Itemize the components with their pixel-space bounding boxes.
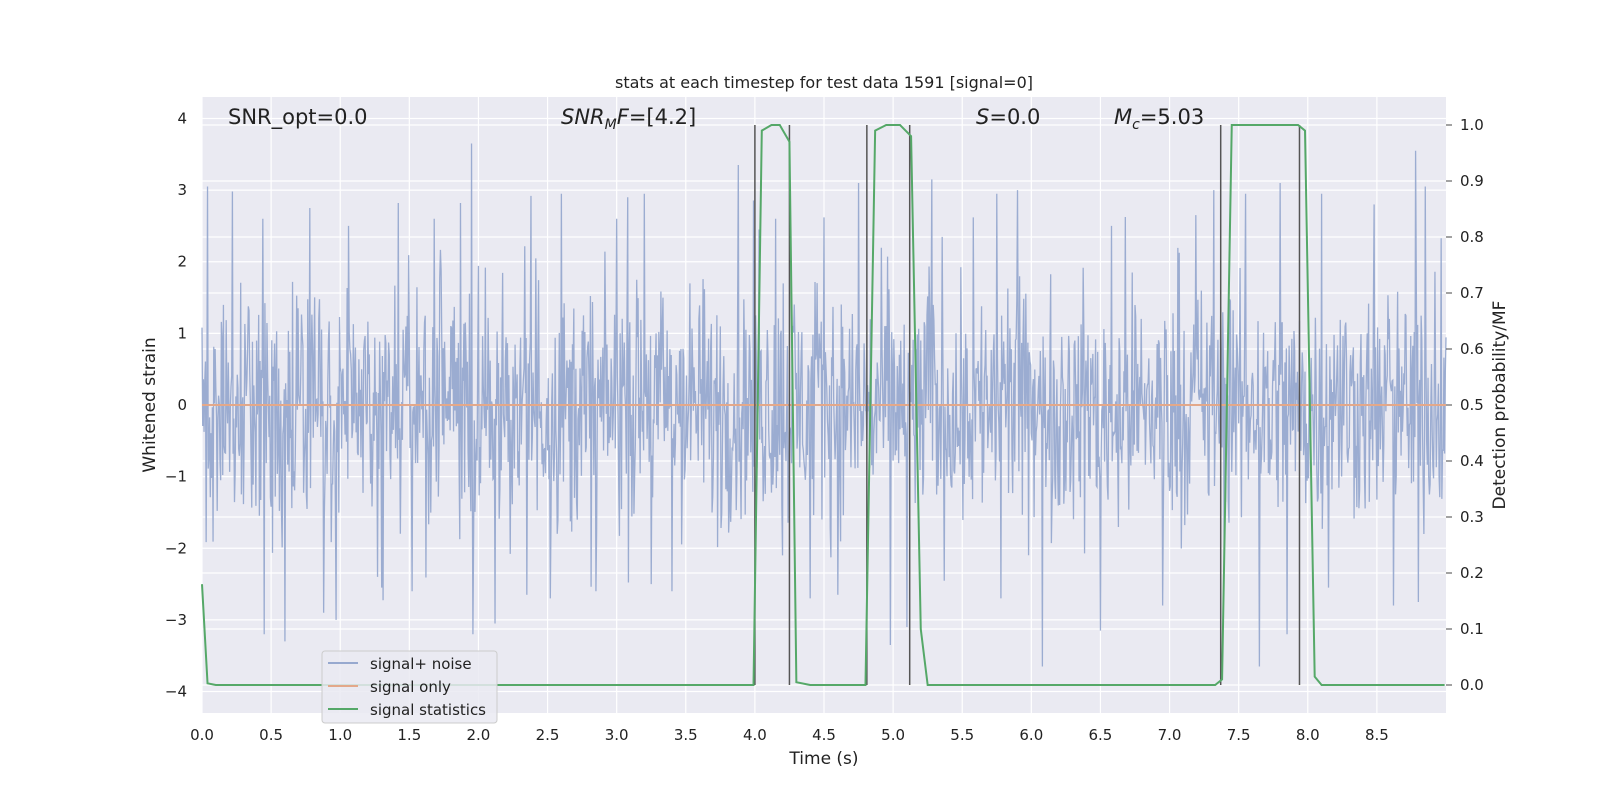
y-tick-label-left: −1 <box>165 468 187 486</box>
chart-title: stats at each timestep for test data 159… <box>615 73 1033 92</box>
legend: signal+ noise signal only signal statist… <box>321 650 498 724</box>
x-tick-label: 3.5 <box>674 726 698 744</box>
x-tick-label: 3.0 <box>605 726 629 744</box>
y-tick-label-left: −2 <box>165 539 187 557</box>
x-tick-label: 0.5 <box>259 726 283 744</box>
y-tick-label-right: 0.7 <box>1460 284 1484 302</box>
x-tick-label: 8.0 <box>1296 726 1320 744</box>
snr-mf-sub: M <box>605 117 617 133</box>
x-tick-label: 2.5 <box>536 726 560 744</box>
x-tick-label: 6.5 <box>1089 726 1113 744</box>
annotation-s-value: S=0.0 <box>976 105 1040 129</box>
y-tick-label-right: 0.8 <box>1460 228 1484 246</box>
annotation-snr-mf: SNRMF=[4.2] <box>561 105 696 133</box>
mc-main: M <box>1114 105 1132 129</box>
series-signal-statistics <box>201 124 1445 686</box>
x-tick-label: 4.0 <box>743 726 767 744</box>
line-signal-statistics <box>201 124 1445 686</box>
legend-label-signal-noise: signal+ noise <box>370 655 472 673</box>
x-tick-label: 7.5 <box>1227 726 1251 744</box>
x-tick-label: 1.5 <box>397 726 421 744</box>
y-tick-label-right: 0.6 <box>1460 340 1484 358</box>
y-tick-label-left: 1 <box>177 324 187 342</box>
x-tick-label: 7.0 <box>1158 726 1182 744</box>
line-signal-plus-noise <box>201 143 1447 667</box>
legend-box <box>321 650 498 724</box>
annotation-snr-opt: SNR_opt=0.0 <box>228 105 368 130</box>
series-signal-plus-noise <box>201 143 1447 667</box>
y-tick-label-right: 0.2 <box>1460 564 1484 582</box>
y-tick-label-right: 0.5 <box>1460 396 1484 414</box>
x-tick-label: 1.0 <box>328 726 352 744</box>
x-tick-label: 8.5 <box>1365 726 1389 744</box>
mc-sub: c <box>1132 117 1140 133</box>
x-axis-label: Time (s) <box>788 749 858 769</box>
y-axis-left-label: Whitened strain <box>140 337 160 472</box>
tick-labels: 0.0 0.5 1.0 1.5 2.0 2.5 3.0 3.5 4.0 4.5 5.0 5.5 6.0 6… <box>165 109 1484 744</box>
x-tick-label: 5.0 <box>881 726 905 744</box>
y-tick-label-right: 1.0 <box>1460 116 1484 134</box>
y-tick-label-left: −4 <box>165 683 187 701</box>
y-tick-label-left: −3 <box>165 611 187 629</box>
x-tick-label: 4.5 <box>812 726 836 744</box>
y-tick-label-left: 3 <box>177 181 187 199</box>
y-tick-label-right: 0.4 <box>1460 452 1484 470</box>
s-main: S <box>976 105 989 129</box>
x-tick-label: 5.5 <box>950 726 974 744</box>
snr-mf-tail-italic: F <box>617 105 630 129</box>
y-tick-label-right: 0.0 <box>1460 676 1484 694</box>
legend-label-signal-only: signal only <box>370 678 451 696</box>
y-tick-label-right: 0.1 <box>1460 620 1484 638</box>
x-tick-label: 0.0 <box>190 726 214 744</box>
y-tick-label-right: 0.9 <box>1460 172 1484 190</box>
mc-tail: =5.03 <box>1140 105 1204 129</box>
annotation-mc-value: Mc=5.03 <box>1114 105 1204 133</box>
y-tick-label-right: 0.3 <box>1460 508 1484 526</box>
s-tail: =0.0 <box>989 105 1040 129</box>
y-tick-label-left: 4 <box>177 109 187 127</box>
y-tick-label-left: 2 <box>177 253 187 271</box>
y-tick-label-left: 0 <box>177 396 187 414</box>
x-tick-label: 2.0 <box>467 726 491 744</box>
x-tick-label: 6.0 <box>1019 726 1043 744</box>
legend-label-signal-statistics: signal statistics <box>370 701 486 719</box>
snr-mf-main: SNR <box>561 105 605 129</box>
snr-mf-tail: =[4.2] <box>629 105 696 129</box>
y-axis-right-label: Detection probability/MF <box>1490 301 1510 510</box>
